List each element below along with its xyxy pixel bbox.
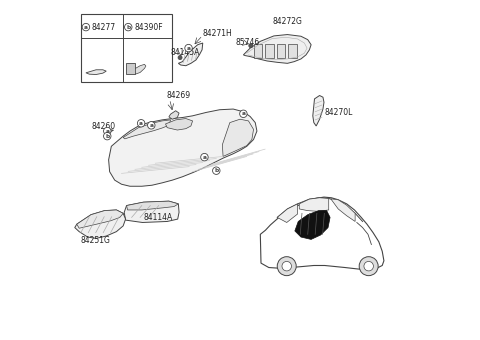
FancyBboxPatch shape <box>81 14 172 82</box>
Polygon shape <box>135 64 146 74</box>
Circle shape <box>277 257 296 276</box>
Polygon shape <box>166 119 192 130</box>
Text: b: b <box>126 24 131 30</box>
Polygon shape <box>108 109 257 186</box>
Polygon shape <box>124 201 179 222</box>
Text: a: a <box>84 24 88 30</box>
Circle shape <box>104 132 111 140</box>
Polygon shape <box>277 204 298 222</box>
Text: a: a <box>139 121 143 126</box>
Text: 84114A: 84114A <box>144 213 173 222</box>
Text: 85746: 85746 <box>236 37 260 47</box>
Text: 84390F: 84390F <box>134 22 163 32</box>
Text: 84269: 84269 <box>167 91 191 100</box>
Circle shape <box>359 257 378 276</box>
FancyBboxPatch shape <box>265 44 274 58</box>
Polygon shape <box>75 210 126 238</box>
FancyBboxPatch shape <box>254 44 262 58</box>
Polygon shape <box>222 119 253 156</box>
Text: 84272G: 84272G <box>272 17 302 26</box>
Polygon shape <box>331 199 355 221</box>
Circle shape <box>147 122 155 129</box>
Text: 84251G: 84251G <box>81 236 111 244</box>
Circle shape <box>178 55 182 59</box>
Circle shape <box>249 44 253 48</box>
Text: b: b <box>214 168 218 173</box>
Polygon shape <box>169 111 179 119</box>
Polygon shape <box>260 197 384 270</box>
Circle shape <box>213 167 220 174</box>
Text: a: a <box>203 155 206 160</box>
Polygon shape <box>127 201 179 210</box>
Text: 84271H: 84271H <box>202 29 232 38</box>
Polygon shape <box>313 96 324 126</box>
Polygon shape <box>299 198 329 211</box>
FancyBboxPatch shape <box>277 44 285 58</box>
Circle shape <box>124 23 132 31</box>
FancyBboxPatch shape <box>126 63 135 74</box>
Circle shape <box>282 261 291 271</box>
Polygon shape <box>295 211 330 239</box>
Polygon shape <box>243 35 311 63</box>
Text: a: a <box>241 111 245 116</box>
Polygon shape <box>86 70 106 74</box>
Circle shape <box>82 23 90 31</box>
Text: a: a <box>187 46 191 51</box>
Polygon shape <box>77 210 123 228</box>
Circle shape <box>364 261 373 271</box>
Text: 84277: 84277 <box>92 22 116 32</box>
Text: 84145A: 84145A <box>170 48 200 57</box>
Text: a: a <box>105 129 109 134</box>
Polygon shape <box>179 43 203 66</box>
Text: 84260: 84260 <box>91 122 115 131</box>
Circle shape <box>240 110 247 118</box>
Circle shape <box>137 120 145 127</box>
Circle shape <box>185 45 192 52</box>
Polygon shape <box>123 120 170 139</box>
Circle shape <box>201 153 208 161</box>
Text: a: a <box>149 123 153 128</box>
Circle shape <box>104 128 111 135</box>
Text: 84270L: 84270L <box>324 108 353 117</box>
FancyBboxPatch shape <box>288 44 297 58</box>
Text: b: b <box>105 134 109 139</box>
